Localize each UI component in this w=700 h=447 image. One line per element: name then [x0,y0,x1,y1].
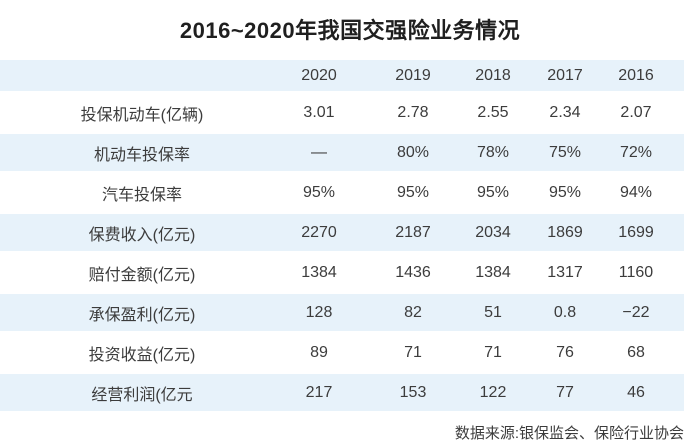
row-label: 保费收入(亿元) [88,226,196,244]
cell-value: 95% [302,183,336,201]
cell-value: 77 [556,383,574,401]
table-row: 赔付金额(亿元) 1384 1436 1384 1317 1160 [0,254,684,291]
insurance-table-infographic: 2016~2020年我国交强险业务情况 2020 2019 2018 2017 2016… [0,13,700,443]
cell-value: 2034 [475,223,511,241]
cell-value: 72% [619,143,653,161]
row-label: 投资收益(亿元) [88,346,196,364]
table-row: 机动车投保率 — 80% 78% 75% 72% [0,134,684,171]
cell-value: 2187 [395,223,431,241]
row-label: 机动车投保率 [93,146,190,164]
cell-value: 46 [627,383,645,401]
cell-value: 1436 [395,263,431,281]
table-row: 投保机动车(亿辆) 3.01 2.78 2.55 2.34 2.07 [0,94,684,131]
cell-value: 1869 [547,223,583,241]
row-label: 经营利润(亿元 [91,386,193,404]
cell-value: 2.07 [620,103,652,121]
cell-value: 89 [310,343,328,361]
cell-value: 71 [404,343,422,361]
cell-value: −22 [622,303,650,321]
cell-value: 1384 [301,263,337,281]
cell-value: 128 [305,303,333,321]
cell-value: 82 [404,303,422,321]
cell-value: 153 [399,383,427,401]
page-title: 2016~2020年我国交强险业务情况 [179,18,521,43]
data-table: 2020 2019 2018 2017 2016 投保机动车(亿辆) 3.01 2.78 2.… [0,60,684,411]
cell-value: 2270 [301,223,337,241]
column-header-year: 2018 [475,66,511,84]
cell-value: 95% [476,183,510,201]
cell-value: — [311,143,327,161]
cell-value: 2.78 [397,103,429,121]
cell-value: 51 [484,303,502,321]
cell-value: 71 [484,343,502,361]
cell-value: 3.01 [303,103,335,121]
row-label: 赔付金额(亿元) [88,266,196,284]
cell-value: 68 [627,343,645,361]
cell-value: 2.34 [549,103,581,121]
cell-value: 217 [305,383,333,401]
cell-value: 122 [479,383,507,401]
row-label: 汽车投保率 [101,186,182,204]
column-header-year: 2017 [547,66,583,84]
table-row: 投资收益(亿元) 89 71 71 76 68 [0,334,684,371]
table-header-row: 2020 2019 2018 2017 2016 [0,60,684,91]
cell-value: 94% [619,183,653,201]
table-row: 保费收入(亿元) 2270 2187 2034 1869 1699 [0,214,684,251]
column-header-year: 2016 [618,66,654,84]
table-row: 经营利润(亿元 217 153 122 77 46 [0,374,684,411]
cell-value: 76 [556,343,574,361]
cell-value: 1384 [475,263,511,281]
row-label: 承保盈利(亿元) [88,306,196,324]
column-header-year: 2020 [301,66,337,84]
cell-value: 95% [548,183,582,201]
cell-value: 95% [396,183,430,201]
row-label: 投保机动车(亿辆) [80,106,204,124]
cell-value: 75% [548,143,582,161]
cell-value: 1699 [618,223,654,241]
cell-value: 78% [476,143,510,161]
data-source-note: 数据来源:银保监会、保险行业协会 [454,425,684,442]
cell-value: 2.55 [477,103,509,121]
table-row: 承保盈利(亿元) 128 82 51 0.8 −22 [0,294,684,331]
cell-value: 1317 [547,263,583,281]
cell-value: 1160 [618,263,654,281]
cell-value: 0.8 [553,303,577,321]
table-row: 汽车投保率 95% 95% 95% 95% 94% [0,174,684,211]
column-header-year: 2019 [395,66,431,84]
cell-value: 80% [396,143,430,161]
